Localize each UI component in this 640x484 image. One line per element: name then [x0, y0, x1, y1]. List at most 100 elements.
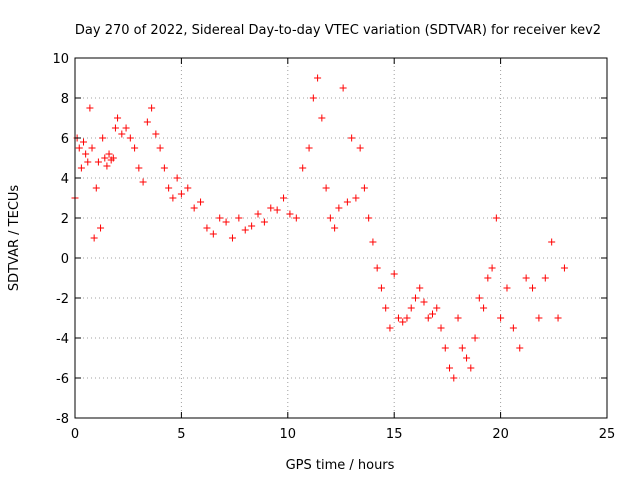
data-point: [286, 210, 294, 218]
data-point: [382, 304, 390, 312]
data-point: [497, 314, 505, 322]
data-point: [118, 130, 126, 138]
data-point: [394, 314, 402, 322]
data-point: [190, 204, 198, 212]
data-point: [407, 304, 415, 312]
data-point: [541, 274, 549, 282]
data-point: [420, 298, 428, 306]
x-tick-label: 10: [280, 427, 297, 442]
data-point: [441, 344, 449, 352]
x-tick-label: 15: [386, 427, 403, 442]
data-point: [86, 104, 94, 112]
data-point: [122, 124, 130, 132]
data-point: [373, 264, 381, 272]
y-tick-label: 2: [61, 212, 69, 227]
data-point: [314, 74, 322, 82]
data-point: [84, 158, 92, 166]
data-point: [111, 124, 119, 132]
tick-layer: 0 5 10 15 20 25 -8 -6 -4 -2 0 2 4 6 8 10: [52, 52, 615, 442]
data-point: [535, 314, 543, 322]
data-point: [560, 264, 568, 272]
grid-layer: [75, 58, 607, 418]
data-point: [254, 210, 262, 218]
data-point: [267, 204, 275, 212]
data-point: [554, 314, 562, 322]
data-point: [148, 104, 156, 112]
data-point: [339, 84, 347, 92]
data-point: [197, 198, 205, 206]
data-point: [437, 324, 445, 332]
data-point: [203, 224, 211, 232]
data-point: [503, 284, 511, 292]
data-point: [390, 270, 398, 278]
data-point: [446, 364, 454, 372]
plot-frame: [74, 57, 608, 419]
data-point: [399, 318, 407, 326]
data-point: [292, 214, 300, 222]
y-axis-label: SDTVAR / TECUs: [7, 185, 22, 292]
frame-layer: [74, 57, 608, 419]
data-point: [105, 150, 113, 158]
data-point: [471, 334, 479, 342]
data-point: [248, 222, 256, 230]
data-point: [433, 304, 441, 312]
data-point: [424, 314, 432, 322]
data-point: [356, 144, 364, 152]
data-point: [480, 304, 488, 312]
data-point: [463, 354, 471, 362]
data-point: [75, 144, 83, 152]
data-layer: [71, 74, 568, 382]
data-point: [156, 144, 164, 152]
data-point: [235, 214, 243, 222]
x-tick-label: 25: [599, 427, 616, 442]
data-point: [403, 314, 411, 322]
y-tick-label: -2: [56, 292, 69, 307]
data-point: [109, 154, 117, 162]
data-point: [177, 190, 185, 198]
data-point: [97, 224, 105, 232]
data-point: [326, 214, 334, 222]
data-point: [475, 294, 483, 302]
data-point: [369, 238, 377, 246]
data-point: [228, 234, 236, 242]
data-point: [299, 164, 307, 172]
data-point: [348, 134, 356, 142]
data-point: [143, 118, 151, 126]
data-point: [365, 214, 373, 222]
data-point: [411, 294, 419, 302]
data-point: [101, 154, 109, 162]
data-point: [488, 264, 496, 272]
x-tick-label: 20: [492, 427, 509, 442]
x-tick-label: 5: [177, 427, 185, 442]
data-point: [280, 194, 288, 202]
data-point: [343, 198, 351, 206]
data-point: [77, 164, 85, 172]
data-point: [335, 204, 343, 212]
data-point: [241, 226, 249, 234]
data-point: [429, 310, 437, 318]
y-tick-label: 6: [61, 132, 69, 147]
data-point: [169, 194, 177, 202]
data-point: [360, 184, 368, 192]
series-sdtvar: [71, 74, 568, 382]
chart-title: Day 270 of 2022, Sidereal Day-to-day VTE…: [75, 23, 601, 38]
data-point: [222, 218, 230, 226]
data-point: [165, 184, 173, 192]
data-point: [529, 284, 537, 292]
x-axis-label: GPS time / hours: [286, 458, 395, 473]
y-tick-label: -6: [56, 372, 69, 387]
data-point: [126, 134, 134, 142]
data-point: [467, 364, 475, 372]
data-point: [522, 274, 530, 282]
data-point: [82, 150, 90, 158]
y-tick-label: 8: [61, 92, 69, 107]
data-point: [184, 184, 192, 192]
data-point: [305, 144, 313, 152]
data-point: [209, 230, 217, 238]
data-point: [548, 238, 556, 246]
data-point: [80, 138, 88, 146]
data-point: [322, 184, 330, 192]
y-tick-label: -8: [56, 412, 69, 427]
